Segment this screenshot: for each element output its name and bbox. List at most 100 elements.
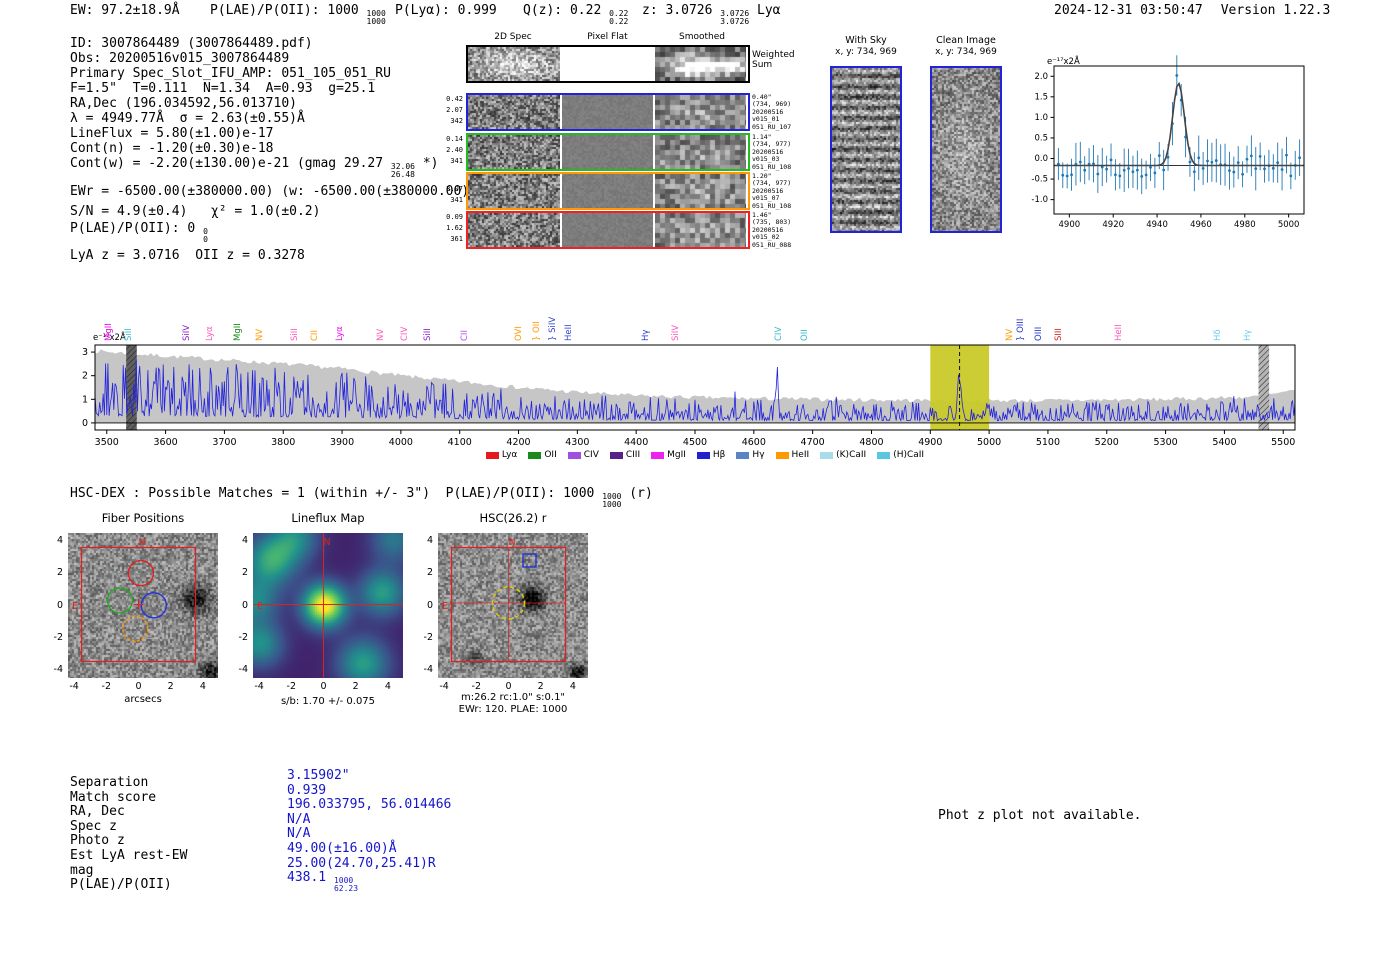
detection-info-block: ID: 3007864489 (3007864489.pdf) Obs: 202… [70, 36, 469, 263]
lineflux-map-overlay: NE [253, 533, 403, 678]
spec2d-row-stat: 2.40 [446, 146, 463, 154]
svg-text:-1.0: -1.0 [1031, 195, 1048, 205]
plae-local-bottom: 0 [203, 235, 208, 244]
legend-swatch [877, 451, 891, 459]
axis-tick-label: 4 [241, 535, 248, 547]
axis-tick-label: 0 [241, 599, 248, 611]
axis-tick-label: 4 [384, 681, 391, 692]
axis-tick-label: -4 [254, 681, 264, 692]
emission-line-label: } OII [531, 321, 542, 341]
legend-label: HeII [791, 450, 810, 460]
spec2d-row-annotation: 20200516 [752, 225, 784, 234]
main-spectrum-ylabel: e⁻¹⁷x2Å [93, 333, 126, 343]
legend-item: CIV [567, 450, 599, 460]
ra-dec: RA,Dec (196.034592,56.013710) [70, 96, 297, 111]
axis-tick-label: 0 [135, 681, 142, 692]
emission-line-label: SIII [1053, 328, 1064, 341]
lineflux-map-title: Lineflux Map [291, 511, 365, 525]
legend-item: MgII [651, 450, 686, 460]
legend-item: CIII [609, 450, 641, 460]
svg-text:4960: 4960 [1190, 220, 1212, 230]
svg-text:1.0: 1.0 [1034, 113, 1048, 123]
axis-tick-label: -2 [286, 681, 297, 692]
legend-label: (H)CaII [893, 450, 925, 460]
smoothed-image [655, 213, 746, 247]
spec2d-row-annotation: v015_03 [752, 155, 780, 164]
spec2d-row-annotation: v015_02 [752, 233, 780, 242]
spec2d-row-stat: 3.07 [446, 185, 463, 193]
hsc-caption2: EWr: 120. PLAE: 1000 [458, 704, 568, 715]
emission-line-label: CIV [774, 326, 785, 341]
gmag-top: 32.06 [390, 162, 415, 171]
spec2d-image [468, 47, 560, 81]
pixelflat-image [562, 174, 653, 208]
emission-line-label: SiIV [181, 324, 192, 341]
svg-text:N: N [508, 537, 515, 548]
spec2d-row [466, 172, 750, 210]
axis-tick-label: 4 [199, 681, 206, 692]
match-field-label: Photo z [70, 833, 125, 849]
fiber-xlabel: arcsecs [124, 694, 162, 705]
clean-image [930, 66, 1002, 233]
svg-text:3500: 3500 [95, 437, 119, 448]
svg-text:4800: 4800 [859, 437, 883, 448]
smoothed-image [655, 95, 746, 129]
svg-text:1: 1 [82, 394, 88, 405]
svg-text:3900: 3900 [330, 437, 354, 448]
lya-oii-z: LyA z = 3.0716 OII z = 0.3278 [70, 248, 305, 263]
emission-line-label: } SiIV [548, 316, 559, 341]
ew-value: EW: 97.2±18.9Å [70, 3, 180, 18]
detection-id: ID: 3007864489 (3007864489.pdf) [70, 36, 313, 51]
svg-text:4200: 4200 [506, 437, 530, 448]
spec2d-row-annotation: (735, 803) [752, 218, 792, 227]
spec2d-row-annotation: 1.14" [752, 133, 772, 141]
svg-text:N: N [138, 537, 145, 548]
match-field-label: P(LAE)/P(OII) [70, 877, 172, 893]
legend-label: (K)CaII [836, 450, 867, 460]
hsc-image [438, 533, 588, 678]
plae-local-pre: P(LAE)/P(OII): 0 [70, 221, 204, 236]
spec2d-row-stat: 361 [450, 235, 463, 243]
hsc-matches-heading: HSC-DEX : Possible Matches = 1 (within +… [70, 486, 653, 509]
axis-tick-label: -4 [439, 681, 449, 692]
svg-text:4400: 4400 [624, 437, 648, 448]
lineflux-map-image [253, 533, 403, 678]
emission-line-label: MgII [103, 323, 114, 341]
z-pre: z: 3.0726 [642, 3, 721, 18]
legend-swatch [736, 451, 750, 459]
match-field-label: RA, Dec [70, 804, 125, 820]
hsc-overlay: NE [442, 537, 567, 663]
match-field-label: mag [70, 862, 94, 878]
spec2d-image [468, 174, 560, 208]
legend-swatch [775, 451, 789, 459]
fiber-positions-title: Fiber Positions [101, 511, 185, 525]
emission-line-label: Hδ [1212, 329, 1223, 341]
main-spectrum-plot: 3500 3600 3700 3800 3900 4000 4100 4200 4300 4400… [82, 344, 1296, 448]
svg-text:5000: 5000 [977, 437, 1001, 448]
spec2d-row-stat: 2.07 [446, 106, 463, 114]
legend-swatch [567, 451, 581, 459]
spec2d-row-annotation: 20200516 [752, 147, 784, 156]
axis-tick-label: 4 [56, 535, 63, 547]
observation-id: Obs: 20200516v015_3007864489 [70, 51, 290, 66]
emission-line-label: NV [376, 328, 387, 341]
spec2d-row-annotation: v015_01 [752, 115, 780, 124]
spec2d-row-stat: 1.62 [446, 224, 463, 232]
svg-text:5500: 5500 [1271, 437, 1295, 448]
emission-line-label: Hγ [640, 329, 651, 341]
match-field-value: N/A [287, 811, 311, 827]
plae-bottom: 1000 [366, 17, 386, 26]
fiber-positions-overlay: NE [72, 537, 197, 663]
emission-line-label: } OIII [1016, 318, 1027, 341]
svg-text:0.5: 0.5 [1034, 133, 1048, 143]
plae-local-top: 0 [203, 227, 208, 236]
spec2d-row-stat: 341 [450, 157, 463, 165]
spec2d-row-annotation: (734, 969) [752, 100, 792, 109]
svg-text:1.5: 1.5 [1034, 92, 1048, 102]
legend-label: OII [544, 450, 557, 460]
spec2d-row-annotation: v015_07 [752, 194, 780, 203]
spec2d-row [466, 45, 750, 83]
match-field-value: 196.033795, 56.014466 [287, 797, 452, 813]
svg-text:E: E [72, 601, 78, 612]
legend-label: CIII [625, 450, 641, 460]
